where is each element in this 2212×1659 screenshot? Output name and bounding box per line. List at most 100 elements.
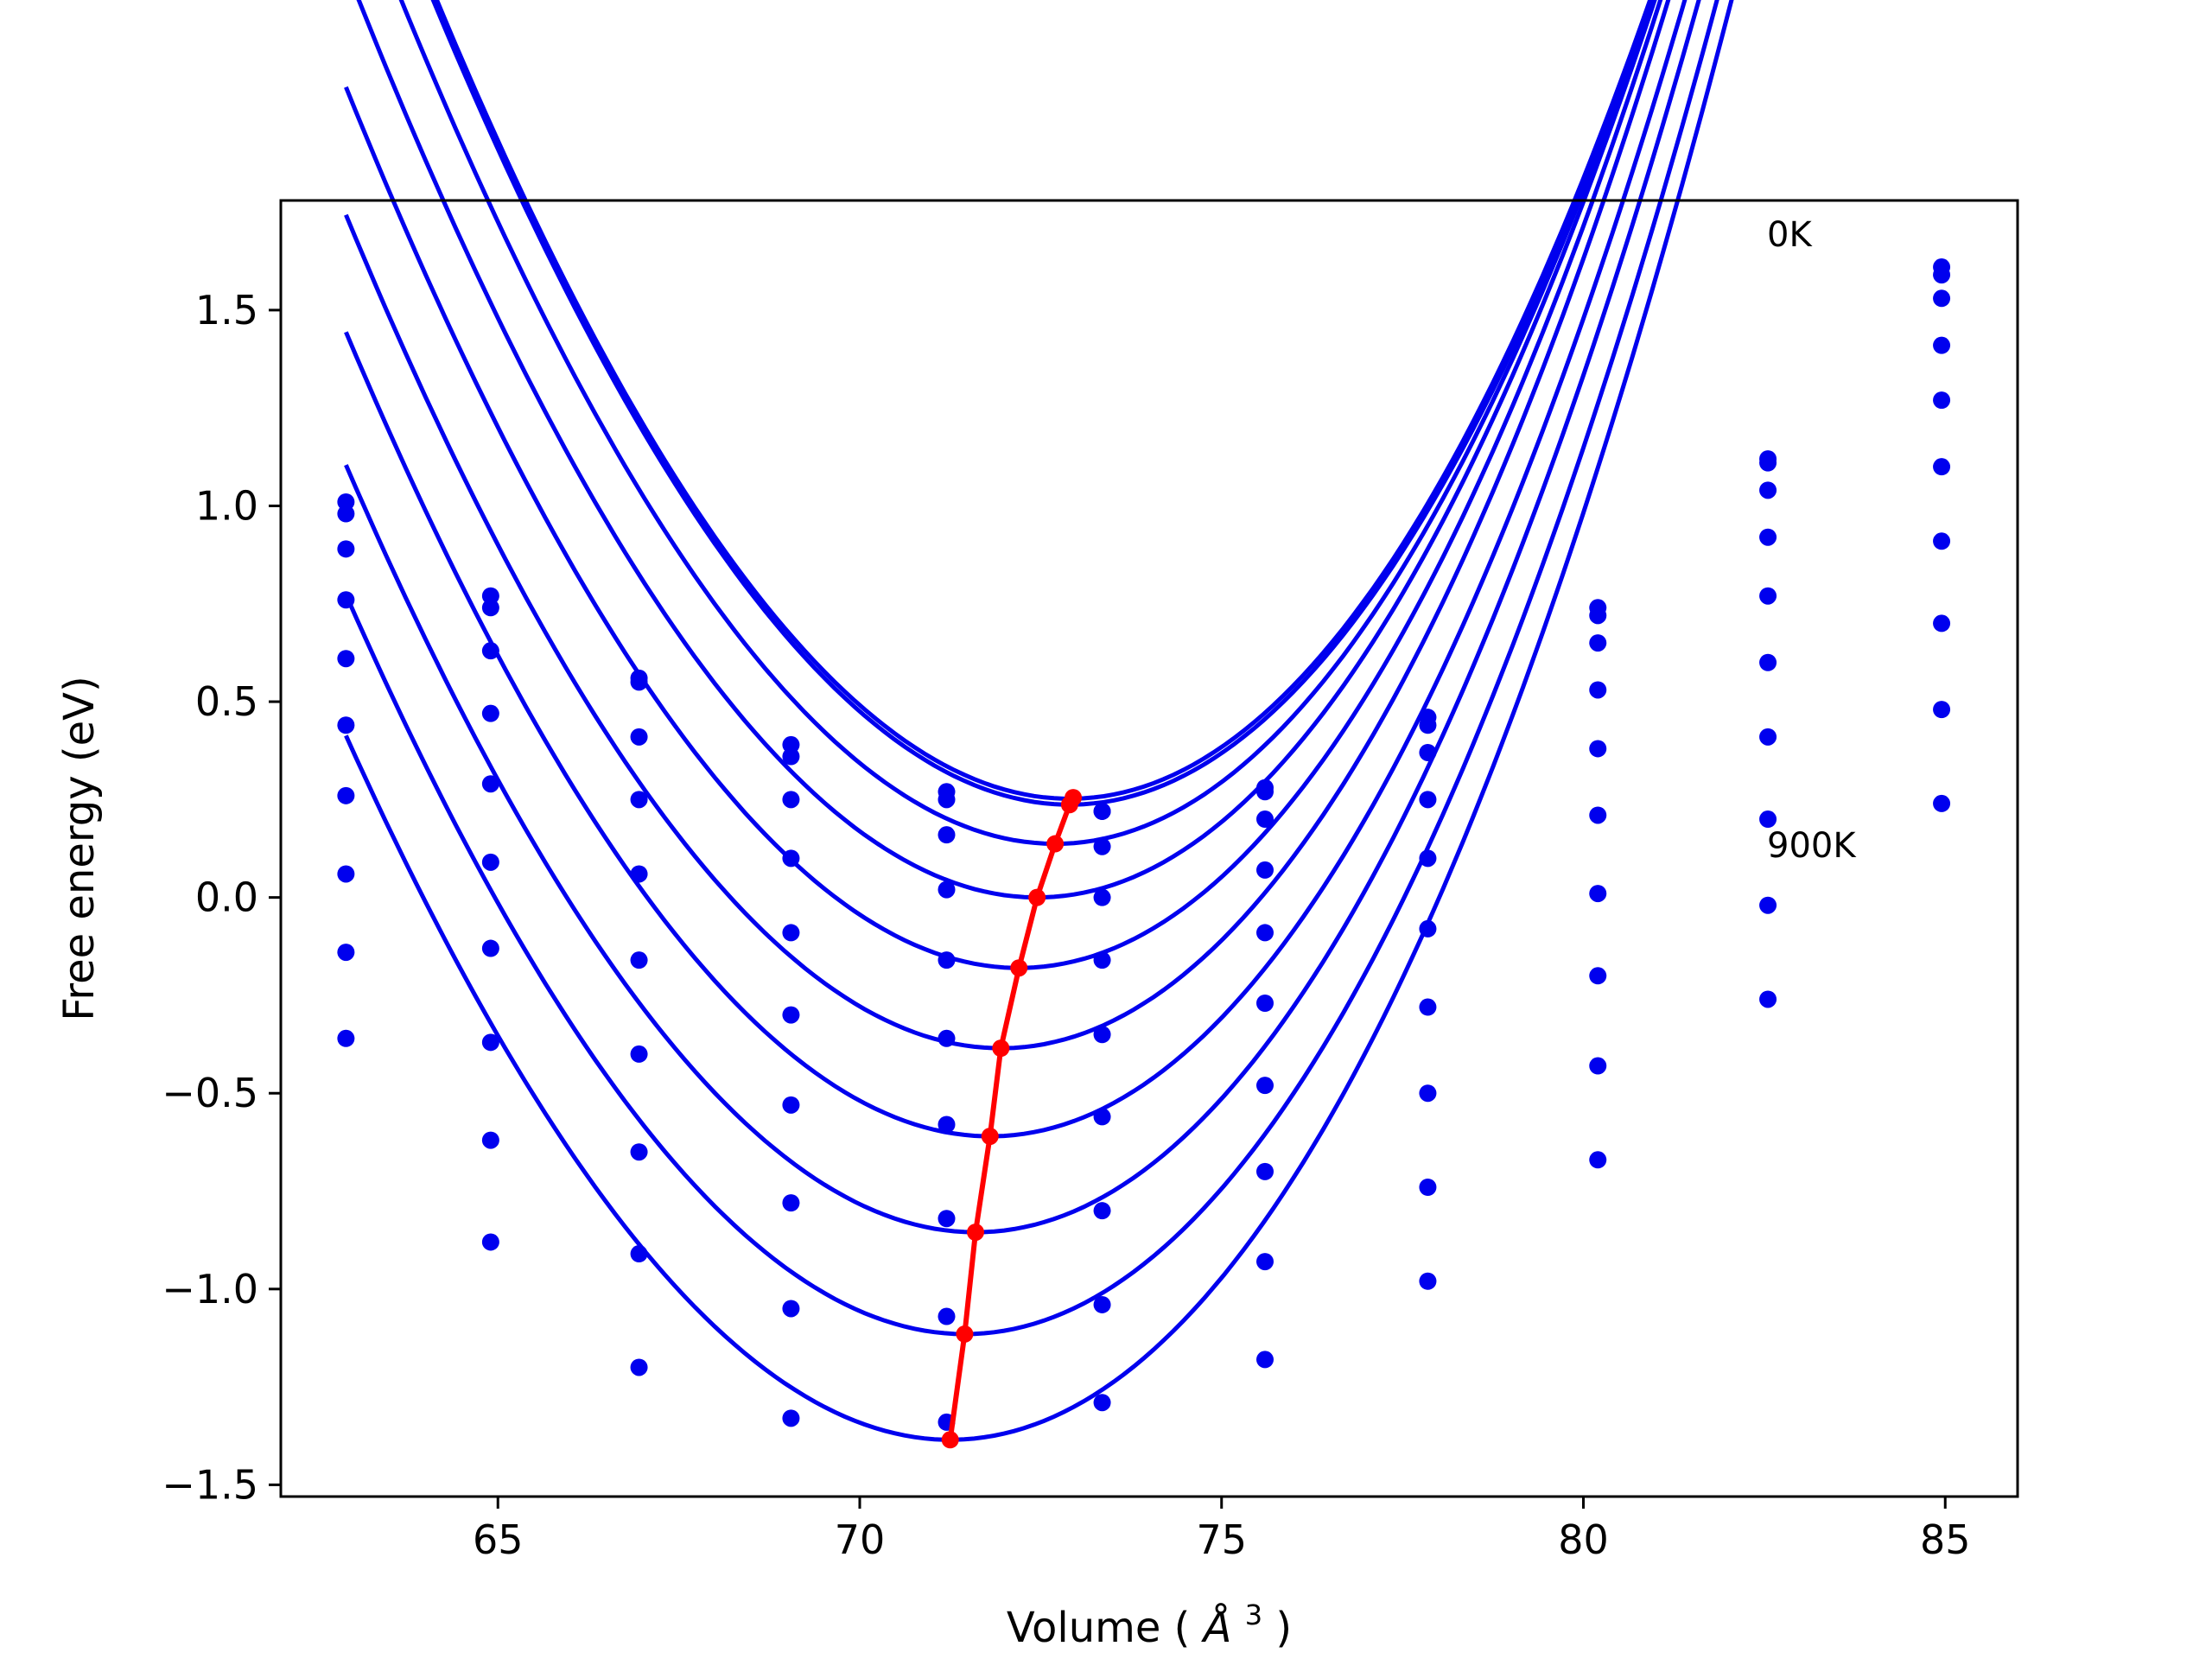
data-point [782, 1096, 800, 1114]
data-point [1933, 289, 1951, 308]
data-point [630, 951, 648, 969]
data-point [1759, 653, 1777, 671]
data-point [1093, 1026, 1111, 1044]
data-point [1933, 614, 1951, 632]
data-point [337, 716, 355, 734]
x-axis-title-symbol: Å [1201, 1603, 1232, 1652]
fit-curve-7 [344, 0, 1701, 1235]
data-point [782, 1194, 800, 1212]
data-point [1589, 1057, 1607, 1075]
data-point [481, 1233, 499, 1251]
y-tick-label: −1.0 [162, 1266, 258, 1313]
data-point [1093, 1295, 1111, 1313]
data-point [1933, 794, 1951, 812]
data-point [782, 1300, 800, 1318]
data-point [938, 791, 956, 809]
data-point [938, 1210, 956, 1228]
data-point [1256, 861, 1274, 879]
data-point [1759, 990, 1777, 1008]
data-point [1759, 810, 1777, 829]
x-tick-label: 65 [473, 1516, 524, 1563]
y-axis-ticks: −1.5 −1.0 −0.5 0.0 0.5 1.0 1.5 [162, 287, 281, 1508]
y-tick-label: −0.5 [162, 1070, 258, 1116]
data-point [1093, 888, 1111, 906]
data-point [938, 1307, 956, 1325]
fit-curve-6 [344, 0, 1688, 1139]
data-point [1589, 806, 1607, 824]
data-point [481, 599, 499, 617]
data-point [1093, 1394, 1111, 1412]
minimum-point [941, 1431, 959, 1449]
y-tick-label: 0.0 [195, 874, 258, 921]
data-point [337, 505, 355, 523]
x-axis-title-exponent: 3 [1245, 1599, 1262, 1631]
x-axis-ticks: 65 70 75 80 85 [473, 1497, 1971, 1563]
data-point [1933, 458, 1951, 476]
data-point [1759, 454, 1777, 472]
minima-layer [941, 789, 1083, 1449]
data-point [1589, 681, 1607, 699]
data-point [337, 865, 355, 883]
data-point [1933, 391, 1951, 410]
data-point [1093, 837, 1111, 855]
data-point [630, 1358, 648, 1376]
data-point [1093, 951, 1111, 969]
minimum-point [956, 1325, 974, 1343]
data-point [337, 650, 355, 668]
minimum-point [1028, 888, 1046, 906]
data-point [1256, 810, 1274, 829]
data-point [630, 1045, 648, 1063]
data-point [630, 728, 648, 746]
minimum-point [1046, 835, 1065, 853]
data-point [782, 1006, 800, 1024]
minimum-point [1060, 796, 1078, 814]
data-point [1419, 998, 1437, 1016]
data-point [481, 775, 499, 793]
data-point [1759, 896, 1777, 914]
data-point [938, 951, 956, 969]
data-point [481, 1033, 499, 1052]
data-point [337, 1029, 355, 1047]
data-point [481, 704, 499, 722]
data-point [782, 1409, 800, 1427]
data-point [481, 939, 499, 957]
y-tick-label: −1.5 [162, 1461, 258, 1508]
data-point [1419, 1084, 1437, 1103]
y-axis-title: Free energy (eV) [55, 676, 104, 1020]
data-point [1589, 967, 1607, 985]
annotation-900k: 900K [1767, 826, 1857, 866]
minimum-point [992, 1039, 1010, 1058]
data-point [1256, 1351, 1274, 1369]
data-point [938, 1116, 956, 1134]
data-point [782, 791, 800, 809]
data-point [1933, 532, 1951, 550]
data-point [481, 1131, 499, 1149]
data-point [1419, 1272, 1437, 1290]
data-point [337, 944, 355, 962]
data-point [630, 791, 648, 809]
data-point [1419, 716, 1437, 734]
minimum-point [1010, 959, 1028, 977]
data-point [1589, 740, 1607, 758]
plot-frame [279, 199, 2019, 1498]
x-axis-title-close: ) [1275, 1604, 1292, 1652]
fit-curve-9 [344, 0, 1734, 1442]
fit-curve-0 [434, 0, 1653, 801]
x-tick-label: 75 [1196, 1516, 1247, 1563]
series-layer [337, 0, 1951, 1442]
data-point [1759, 728, 1777, 746]
data-point [782, 924, 800, 942]
data-point [1093, 1108, 1111, 1126]
data-point [1093, 802, 1111, 820]
data-point [1256, 1162, 1274, 1180]
fit-curve-1 [430, 0, 1656, 807]
fit-curve-3 [356, 0, 1657, 900]
data-point [1759, 481, 1777, 499]
data-point [1093, 1202, 1111, 1220]
x-axis-title: Volume ( Å 3 ) [1007, 1586, 1292, 1652]
data-point [938, 880, 956, 899]
x-tick-label: 85 [1920, 1516, 1971, 1563]
data-point [1589, 1151, 1607, 1169]
